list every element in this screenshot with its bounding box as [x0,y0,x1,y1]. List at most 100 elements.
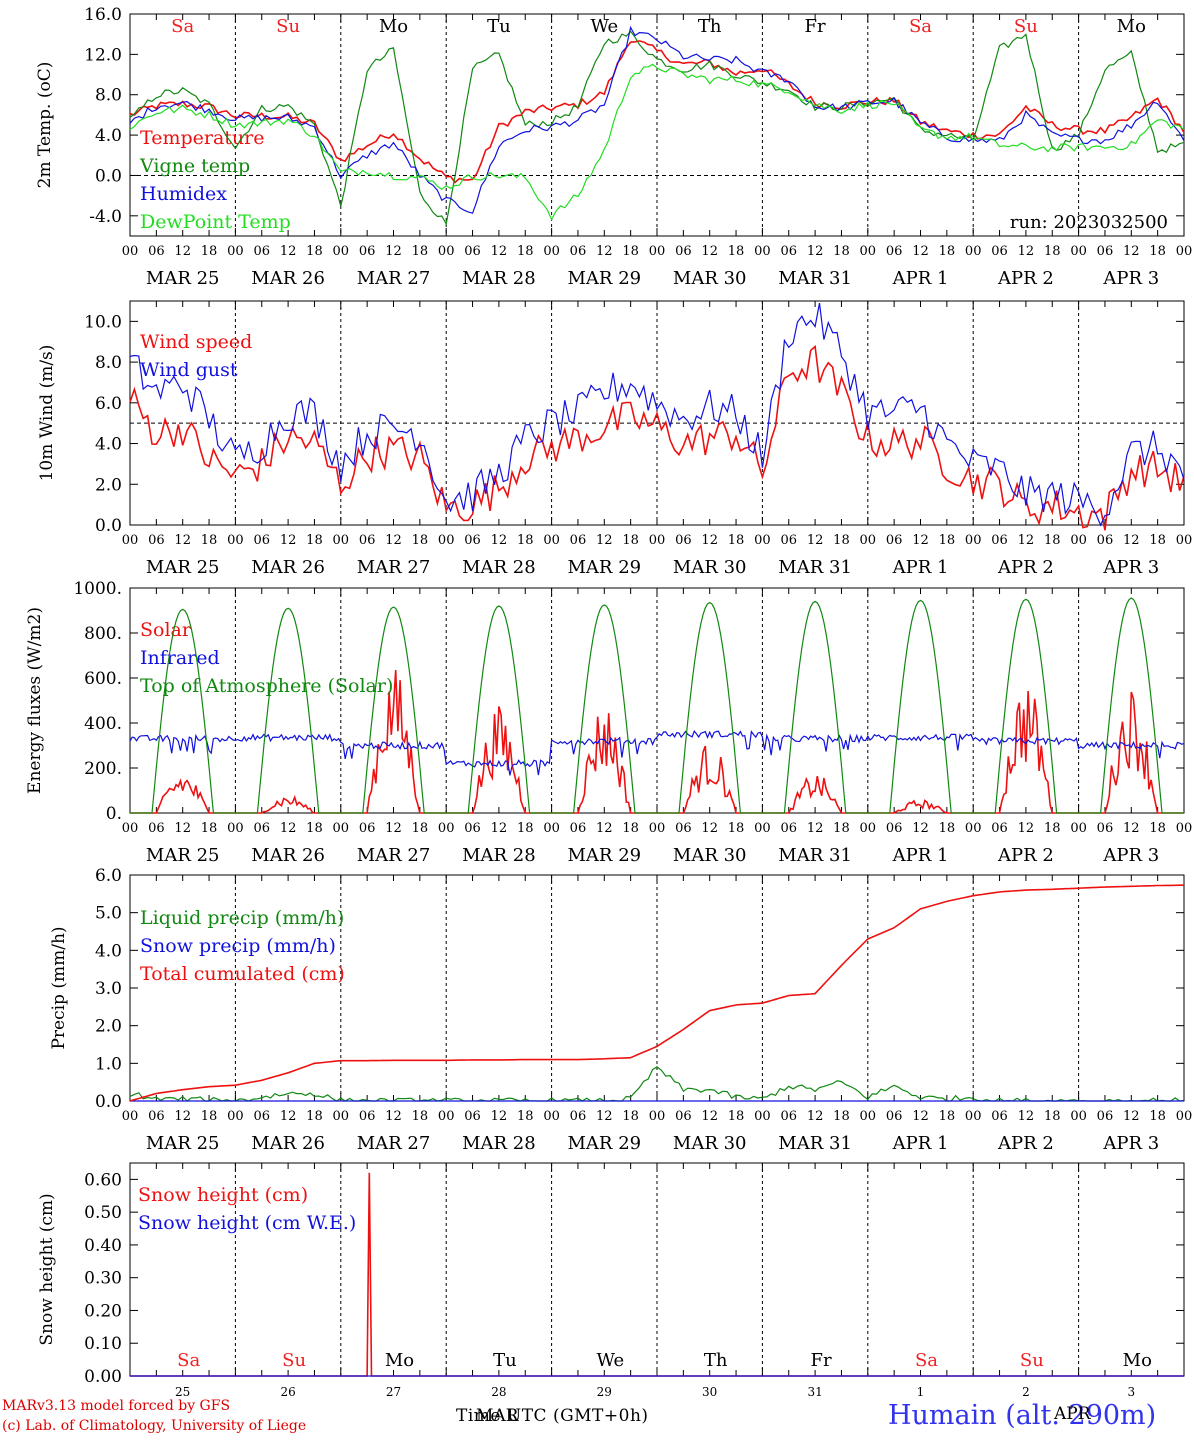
hour-tick-label: 12 [912,1109,929,1124]
hour-tick-label: 06 [464,244,481,259]
date-label: MAR 27 [357,1133,431,1154]
hour-tick-label: 12 [1018,1109,1035,1124]
hour-tick-label: 06 [991,821,1008,836]
series-line [129,884,1184,1102]
y-axis-title: 2m Temp. (oC) [35,62,55,189]
hour-tick-label: 12 [280,1109,297,1124]
hour-tick-label: 00 [1070,1109,1087,1124]
hour-tick-label: 06 [464,821,481,836]
y-tick-label: 8.0 [95,353,122,373]
day-name-label: Mo [1123,1350,1152,1371]
hour-tick-label: 00 [965,821,982,836]
y-tick-label: 8.0 [95,86,122,106]
hour-tick-label: 00 [860,244,877,259]
panel-temperature: 16.0 12.0 8.0 4.0 0.0 -4.0 2m Temp. (oC) 00 06 12… [35,5,1192,289]
date-label: MAR 26 [251,268,325,289]
series-line [129,63,1185,221]
hour-tick-label: 12 [701,244,718,259]
date-label: APR 3 [1102,557,1159,578]
hour-tick-label: 18 [412,1109,429,1124]
hour-tick-label: 12 [807,533,824,548]
date-label: MAR 26 [251,557,325,578]
hour-tick-label: 06 [780,821,797,836]
hour-tick-label: 18 [517,821,534,836]
hour-tick-label: 00 [860,821,877,836]
hour-tick-label: 00 [227,533,244,548]
date-label: APR 2 [997,268,1054,289]
day-number-label: 31 [807,1385,822,1399]
hour-tick-label: 06 [1097,244,1114,259]
date-label: MAR 29 [567,845,641,866]
hour-tick-label: 18 [1149,533,1166,548]
hour-tick-label: 12 [596,821,613,836]
day-name-label: Sa [171,16,194,37]
day-name-label: Th [704,1350,728,1371]
y-axis-title: Energy fluxes (W/m2) [25,607,45,794]
hour-tick-label: 06 [359,533,376,548]
y-tick-label: 0.50 [84,1203,122,1223]
legend-entry: Total cumulated (cm) [140,963,345,985]
date-label: MAR 25 [146,268,220,289]
hour-tick-label: 18 [412,821,429,836]
hour-tick-label: 00 [122,821,139,836]
hour-tick-label: 12 [912,533,929,548]
hour-tick-label: 00 [1070,244,1087,259]
hour-tick-label: 00 [543,533,560,548]
day-name-label: Sa [177,1350,200,1371]
day-name-label: Mo [1117,16,1146,37]
panel-wind: 10.0 8.0 6.0 4.0 2.0 0.0 10m Wind (m/s) 00 06 12 1… [37,300,1192,578]
y-tick-label: 200. [84,759,122,779]
date-label: MAR 31 [778,1133,852,1154]
hour-tick-label: 18 [728,1109,745,1124]
day-name-label: Tu [493,1350,517,1371]
series-line [129,344,1185,531]
hour-tick-label: 12 [491,1109,508,1124]
hour-tick-label: 00 [438,533,455,548]
day-number-label: 25 [175,1385,190,1399]
plot-frame [129,587,1185,814]
series-line [129,730,1185,776]
hour-tick-label: 00 [438,244,455,259]
legend-entry: Snow height (cm W.E.) [138,1212,356,1234]
date-label: APR 2 [997,1133,1054,1154]
hour-tick-label: 06 [253,533,270,548]
legend-entry: Liquid precip (mm/h) [140,907,344,929]
hour-tick-label: 12 [174,533,191,548]
hour-tick-label: 06 [886,1109,903,1124]
date-label: MAR 27 [357,268,431,289]
hour-tick-label: 00 [543,244,560,259]
hour-tick-label: 18 [939,533,956,548]
hour-tick-label: 12 [491,821,508,836]
series-line [129,302,1185,527]
hour-tick-label: 06 [359,244,376,259]
y-tick-label: 4.0 [95,435,122,455]
hour-tick-label: 00 [438,1109,455,1124]
hour-tick-label: 00 [543,1109,560,1124]
hour-tick-label: 00 [1176,821,1193,836]
hour-tick-label: 18 [1044,244,1061,259]
y-tick-label: 0.60 [84,1170,122,1190]
y-tick-label: 0.0 [95,516,122,536]
y-axis-title: Snow height (cm) [37,1193,57,1345]
hour-tick-label: 00 [122,533,139,548]
hour-tick-label: 06 [570,244,587,259]
hour-tick-label: 06 [253,821,270,836]
hour-tick-label: 06 [886,244,903,259]
hour-tick-label: 12 [1018,533,1035,548]
day-name-label: Fr [811,1350,832,1371]
hour-tick-label: 12 [385,821,402,836]
day-name-label: Su [276,16,300,37]
hour-tick-label: 00 [965,533,982,548]
hour-tick-label: 00 [227,244,244,259]
legend-entry: Snow precip (mm/h) [140,935,336,957]
hour-tick-label: 18 [622,821,639,836]
date-label: APR 3 [1102,845,1159,866]
series-line [129,30,1185,226]
y-tick-label: 4.0 [95,941,122,961]
hour-tick-label: 18 [1044,821,1061,836]
legend-entry: Wind gust [140,359,238,381]
hour-tick-label: 00 [333,244,350,259]
y-tick-label: 1.0 [95,1054,122,1074]
hour-tick-label: 00 [965,1109,982,1124]
